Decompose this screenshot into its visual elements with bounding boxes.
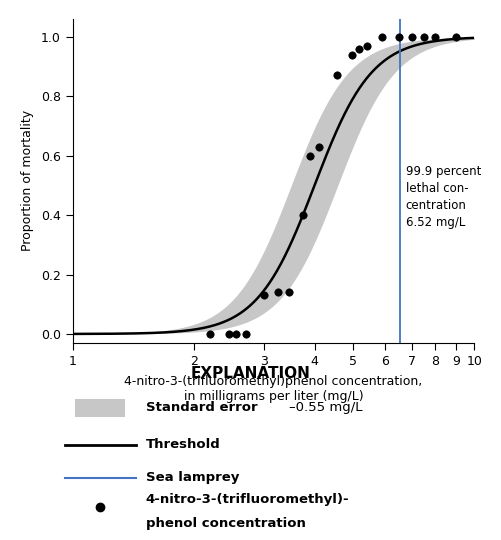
Point [430,32,438,41]
Point [231,329,239,338]
X-axis label: 4-nitro-3-(trifluoromethyl)phenol concentration,
in milligrams per liter (mg/L): 4-nitro-3-(trifluoromethyl)phenol concen… [124,375,422,403]
Point [362,42,370,50]
Point [284,288,292,296]
Point [314,143,322,151]
Point [306,151,314,160]
Point [347,50,355,59]
Text: EXPLANATION: EXPLANATION [191,366,310,381]
Bar [75,399,125,417]
Text: Sea lamprey: Sea lamprey [145,471,238,484]
Point [332,71,340,80]
Point [241,329,249,338]
Point [419,32,427,41]
Text: –0.55 mg/L: –0.55 mg/L [288,401,361,414]
Point [451,32,459,41]
Point [299,211,307,219]
Text: phenol concentration: phenol concentration [145,517,305,530]
Point [354,44,362,53]
Point [224,329,232,338]
Point [260,291,268,300]
Y-axis label: Proportion of mortality: Proportion of mortality [21,110,34,252]
Text: Standard error: Standard error [145,401,257,414]
Point [378,32,386,41]
Text: 4-nitro-3-(trifluoromethyl)-: 4-nitro-3-(trifluoromethyl)- [145,493,349,506]
Point [206,329,214,338]
Point [274,288,282,296]
Point [407,32,415,41]
Text: Threshold: Threshold [145,438,220,451]
Text: 99.9 percent
lethal con-
centration
6.52 mg/L: 99.9 percent lethal con- centration 6.52… [405,165,480,230]
Point [394,32,402,41]
